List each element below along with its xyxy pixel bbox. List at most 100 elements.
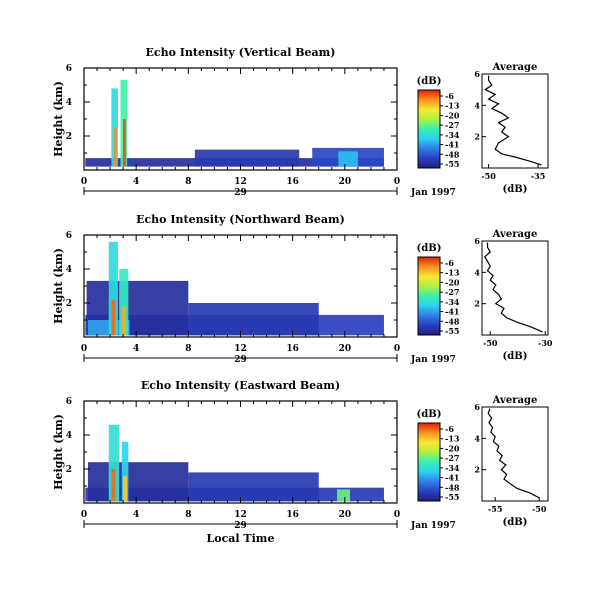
colorbar-tick-label: -41 xyxy=(445,473,459,483)
y-tick-label: 4 xyxy=(66,265,72,275)
x-tick-label: 20 xyxy=(339,510,352,520)
average-title: Average xyxy=(492,395,538,406)
colorbar-tick-label: -6 xyxy=(445,258,454,268)
colorbar-tick-label: -48 xyxy=(445,316,460,326)
chart-title: Echo Intensity (Northward Beam) xyxy=(136,213,345,226)
echo-region xyxy=(108,424,120,502)
echo-region xyxy=(121,441,129,502)
x-tick-label: 16 xyxy=(286,177,299,187)
x-tick-label: 0 xyxy=(394,344,400,354)
average-profile-line xyxy=(487,408,540,499)
date-label: Jan 1997 xyxy=(410,521,456,531)
panel-1: Echo Intensity (Vertical Beam) 0 4 8 12 16 20 0… xyxy=(52,46,549,198)
x-tick-label: 8 xyxy=(185,177,191,187)
average-x-tick-label: -30 xyxy=(538,338,553,348)
colorbar-tick-label: -48 xyxy=(445,482,460,492)
average-frame xyxy=(481,73,549,169)
colorbar-tick-label: -27 xyxy=(445,287,459,297)
x-tick-label: 8 xyxy=(185,344,191,354)
echo-region xyxy=(87,320,130,336)
date-label: Jan 1997 xyxy=(410,188,456,198)
average-y-tick-label: 4 xyxy=(474,100,480,110)
y-tick-label: 6 xyxy=(66,231,72,241)
colorbar-tick-label: -6 xyxy=(445,424,454,434)
average-y-tick-label: 2 xyxy=(474,465,480,475)
average-y-tick-label: 2 xyxy=(474,299,480,309)
average-x-label: (dB) xyxy=(503,517,528,528)
date-label: Jan 1997 xyxy=(410,355,456,365)
x-tick-label: 16 xyxy=(286,344,299,354)
average-title: Average xyxy=(492,229,538,240)
echo-region xyxy=(87,462,189,502)
colorbar-tick-label: -41 xyxy=(445,140,459,150)
colorbar xyxy=(417,256,441,336)
colorbar-tick-label: -13 xyxy=(445,434,460,444)
colorbar-tick-label: -20 xyxy=(445,277,460,287)
chart-title: Echo Intensity (Eastward Beam) xyxy=(141,379,340,392)
echo-region xyxy=(338,151,358,167)
x-tick-label: 20 xyxy=(339,177,352,187)
colorbar-tick-label: -27 xyxy=(445,453,459,463)
echo-region xyxy=(108,241,118,336)
echo-layer xyxy=(85,424,384,502)
colorbar-unit: (dB) xyxy=(417,76,442,87)
echo-region xyxy=(188,303,319,336)
x-tick-label: 0 xyxy=(81,510,87,520)
colorbar-tick-label: -13 xyxy=(445,268,460,278)
y-tick-label: 2 xyxy=(66,132,72,142)
average-x-tick-label: -35 xyxy=(531,171,545,181)
colorbar-tick-label: -34 xyxy=(445,130,460,140)
x-tick-label: 8 xyxy=(185,510,191,520)
average-frame xyxy=(481,240,549,336)
echo-region xyxy=(111,299,116,336)
colorbar-tick-label: -34 xyxy=(445,463,460,473)
colorbar-tick-label: -48 xyxy=(445,149,460,159)
average-x-tick-label: -55 xyxy=(488,504,502,514)
y-tick-label: 6 xyxy=(66,397,72,407)
y-axis-label: Height (km) xyxy=(52,248,65,324)
x-tick-label: 16 xyxy=(286,510,299,520)
colorbar-tick-label: -55 xyxy=(445,492,459,502)
colorbar xyxy=(417,422,441,502)
date-tick-label: 29 xyxy=(234,355,247,365)
average-y-tick-label: 6 xyxy=(474,402,480,412)
average-x-label: (dB) xyxy=(503,184,528,195)
date-tick-label: 29 xyxy=(234,521,247,531)
colorbar-tick-label: -27 xyxy=(445,120,459,130)
y-axis-label: Height (km) xyxy=(52,81,65,157)
y-tick-label: 6 xyxy=(66,64,72,74)
y-tick-label: 2 xyxy=(66,299,72,309)
echo-region xyxy=(113,127,117,167)
average-y-tick-label: 6 xyxy=(474,236,480,246)
x-tick-label: 4 xyxy=(133,344,139,354)
colorbar-tick-label: -13 xyxy=(445,101,460,111)
chart-title: Echo Intensity (Vertical Beam) xyxy=(145,46,335,59)
echo-region xyxy=(188,472,319,502)
colorbar-tick-label: -20 xyxy=(445,110,460,120)
y-axis-label: Height (km) xyxy=(52,414,65,490)
colorbar-tick-label: -34 xyxy=(445,297,460,307)
average-x-tick-label: -50 xyxy=(483,338,498,348)
colorbar-tick-label: -41 xyxy=(445,307,459,317)
average-y-tick-label: 2 xyxy=(474,132,480,142)
x-tick-label: 0 xyxy=(394,510,400,520)
y-tick-label: 2 xyxy=(66,465,72,475)
average-profile-line xyxy=(484,242,543,333)
echo-region xyxy=(337,489,351,502)
echo-region xyxy=(119,269,129,336)
x-tick-label: 12 xyxy=(234,344,247,354)
x-tick-label: 0 xyxy=(81,344,87,354)
colorbar-unit: (dB) xyxy=(417,243,442,254)
x-tick-label: 4 xyxy=(133,510,139,520)
echo-layer xyxy=(85,79,384,167)
x-tick-label: 0 xyxy=(81,177,87,187)
average-title: Average xyxy=(492,62,538,73)
echo-region xyxy=(111,469,116,502)
echo-region xyxy=(123,119,126,167)
x-tick-label: 12 xyxy=(234,177,247,187)
colorbar-tick-label: -55 xyxy=(445,159,459,169)
colorbar-tick-label: -6 xyxy=(445,91,454,101)
average-y-tick-label: 6 xyxy=(474,69,480,79)
colorbar-unit: (dB) xyxy=(417,409,442,420)
